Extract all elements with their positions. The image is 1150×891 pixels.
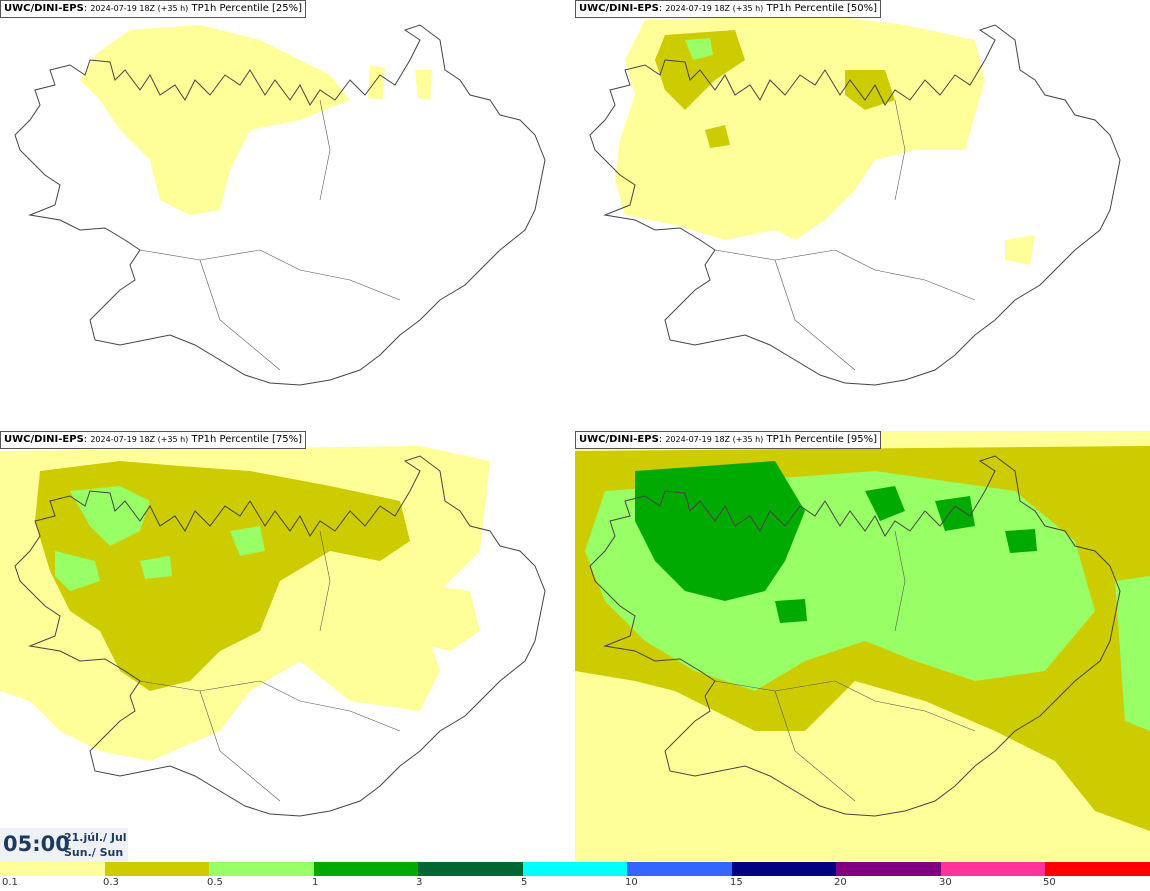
legend-swatch (1045, 862, 1150, 876)
legend-swatch (418, 862, 523, 876)
legend-tick: 0.5 (207, 877, 223, 888)
valid-date: 21.júl./ Jul Sun./ Sun (64, 830, 127, 860)
valid-time-box: 05:00 21.júl./ Jul Sun./ Sun (0, 828, 128, 862)
panel-title: UWC/DINI-EPS: 2024-07-19 18Z (+35 h) TP1… (0, 0, 307, 18)
legend-tick: 1 (312, 877, 319, 888)
precip-map (575, 431, 1150, 861)
valid-date-line: 21.júl./ Jul (64, 831, 127, 844)
legend-swatch (0, 862, 105, 876)
legend-tick: 15 (730, 877, 743, 888)
legend-tick: 0.3 (103, 877, 119, 888)
legend-swatch (522, 862, 628, 876)
map-panel-p25: UWC/DINI-EPS: 2024-07-19 18Z (+35 h) TP1… (0, 0, 575, 430)
legend-tick: 3 (416, 877, 423, 888)
legend-swatch (313, 862, 419, 876)
legend-tick: 5 (521, 877, 528, 888)
panel-title: UWC/DINI-EPS: 2024-07-19 18Z (+35 h) TP1… (0, 431, 307, 449)
legend-swatch (104, 862, 210, 876)
legend-swatch (836, 862, 941, 876)
valid-time: 05:00 (3, 832, 70, 856)
legend-tick: 20 (834, 877, 847, 888)
valid-day-line: Sun./ Sun (64, 846, 124, 859)
precip-map (0, 446, 546, 817)
panel-title: UWC/DINI-EPS: 2024-07-19 18Z (+35 h) TP1… (575, 431, 882, 449)
legend-tick: 50 (1043, 877, 1056, 888)
map-panel-p95: UWC/DINI-EPS: 2024-07-19 18Z (+35 h) TP1… (575, 431, 1150, 861)
legend-swatch (940, 862, 1046, 876)
panel-title: UWC/DINI-EPS: 2024-07-19 18Z (+35 h) TP1… (575, 0, 882, 18)
precip-map (589, 15, 1121, 386)
legend-swatch (209, 862, 314, 876)
legend-swatch (627, 862, 732, 876)
legend-ticks: 0.1 0.3 0.5 1 3 5 10 15 20 30 50 (0, 876, 1150, 891)
color-legend (0, 862, 1150, 876)
legend-tick: 10 (625, 877, 638, 888)
map-panel-p50: UWC/DINI-EPS: 2024-07-19 18Z (+35 h) TP1… (575, 0, 1150, 430)
legend-swatch (731, 862, 837, 876)
map-panel-p75: UWC/DINI-EPS: 2024-07-19 18Z (+35 h) TP1… (0, 431, 575, 861)
precip-map (14, 24, 546, 386)
legend-tick: 0.1 (2, 877, 18, 888)
legend-tick: 30 (939, 877, 952, 888)
